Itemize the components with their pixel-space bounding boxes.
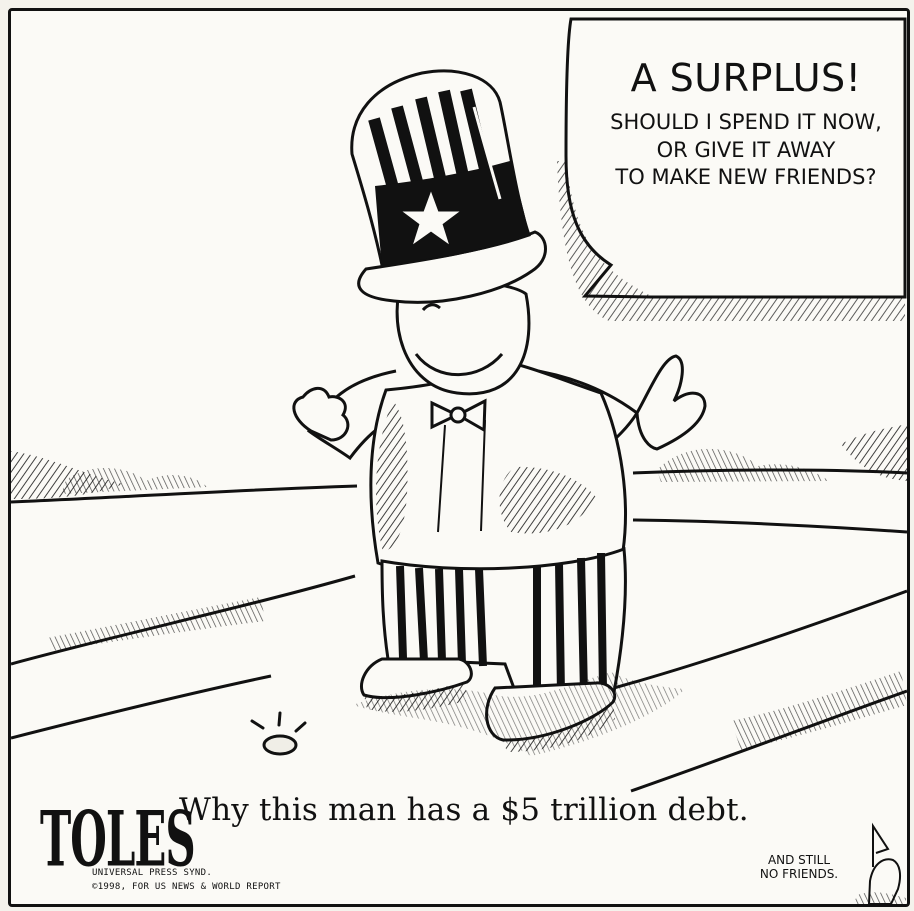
signature-text: TOLES: [40, 795, 196, 884]
signature-logo: TOLES: [34, 802, 196, 897]
speech-line: SHOULD I SPEND IT NOW,: [610, 109, 882, 134]
floor-shadow: [353, 672, 685, 756]
corner-note-line: AND STILL: [767, 853, 831, 867]
eye: [421, 303, 441, 312]
speech-bubble-shadow: [557, 161, 905, 321]
right-bush-1: [657, 448, 829, 482]
road-line-right-top: [632, 518, 907, 534]
bow-tie: [430, 398, 487, 433]
hat-stripes: [368, 88, 492, 197]
right-hand: [635, 354, 707, 451]
uncle-sam-figure: [292, 69, 707, 756]
curb-shadow-right: [731, 671, 907, 750]
speech-bubble-text: A SURPLUS! SHOULD I SPEND IT NOW, OR GIV…: [586, 56, 906, 193]
cartoon-frame: A SURPLUS! SHOULD I SPEND IT NOW, OR GIV…: [8, 8, 910, 907]
right-hill-shadow: [841, 424, 907, 481]
credit-line: ©1998, FOR US NEWS & WORLD REPORT: [92, 881, 281, 892]
corner-note: AND STILL NO FRIENDS.: [739, 853, 859, 881]
small-flag: [872, 822, 890, 867]
cartoon-caption: Why this man has a $5 trillion debt.: [179, 792, 749, 828]
syndication-credit: UNIVERSAL PRESS SYND. ©1998, FOR US NEWS…: [92, 867, 392, 894]
coin-sparkles: [250, 711, 307, 733]
coin-icon: [262, 734, 298, 756]
curb-shadow-left: [47, 597, 265, 651]
speech-line: OR GIVE IT AWAY: [656, 137, 836, 162]
hat-highlight: [472, 106, 502, 200]
vest-shadow-right: [499, 466, 596, 534]
speech-title: A SURPLUS!: [630, 56, 862, 100]
left-bush-1: [61, 467, 207, 494]
smile: [414, 353, 504, 377]
pant-stripes: [396, 552, 607, 695]
small-figure: [854, 822, 906, 904]
shirt-line: [437, 419, 486, 533]
left-hand: [292, 386, 350, 442]
corner-note-line: NO FRIENDS.: [759, 867, 839, 882]
vest-shadow-left: [376, 400, 408, 552]
speech-line: TO MAKE NEW FRIENDS?: [615, 165, 877, 190]
cartoon-illustration: [11, 11, 907, 904]
small-figure-shadow: [854, 892, 906, 904]
vest: [369, 360, 627, 573]
star-icon: [402, 191, 460, 245]
credit-line: UNIVERSAL PRESS SYND.: [92, 868, 213, 878]
bow-tie-knot: [449, 406, 467, 424]
road-line-lower-left: [11, 674, 272, 740]
